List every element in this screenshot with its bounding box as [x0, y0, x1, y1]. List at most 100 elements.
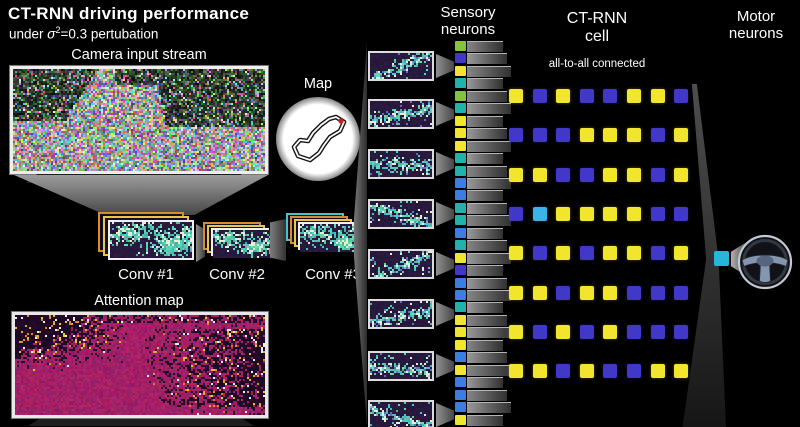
sensory-neuron-square	[455, 290, 466, 300]
ctrnn-neuron-square	[650, 285, 665, 300]
ctrnn-neuron-square	[509, 206, 523, 221]
ctrnn-neuron-square	[674, 167, 689, 182]
figure-title: CT-RNN driving performance	[8, 4, 250, 23]
ctrnn-neuron-square	[674, 206, 689, 221]
ctrnn-neuron-square	[509, 128, 523, 143]
sensory-neuron-bar	[467, 339, 503, 351]
attention-map-label: Attention map	[94, 293, 184, 309]
sensory-neuron-bar	[467, 177, 511, 189]
ctrnn-neuron-square	[556, 89, 571, 103]
sensory-neuron-bar	[467, 103, 511, 115]
sensory-neuron-bar	[467, 290, 511, 301]
funnel-feature-to-sensory	[436, 202, 454, 226]
ctrnn-neuron-square	[650, 324, 665, 339]
sensory-neuron-bar	[467, 41, 503, 52]
sensory-neuron-bar	[467, 140, 511, 152]
ctrnn-label-line1: CT-RNN	[566, 10, 628, 27]
ctrnn-neuron-square	[674, 364, 689, 379]
camera-input-image	[9, 65, 269, 175]
ctrnn-neuron-square	[603, 324, 618, 339]
sensory-neuron-square	[455, 414, 466, 425]
sigma-symbol: σ	[47, 26, 56, 42]
sensory-neuron-bar	[467, 402, 511, 414]
sensory-neuron-square	[455, 53, 466, 64]
ctrnn-neuron-square	[650, 89, 665, 103]
ctrnn-neuron-square	[627, 128, 641, 143]
funnel-feature-to-sensory	[436, 102, 454, 126]
conv3-stack	[286, 213, 366, 261]
sensory-neuron-bar	[467, 128, 507, 140]
sensory-neuron-bar	[467, 165, 507, 177]
sensory-neuron-square	[455, 65, 466, 76]
sensory-neuron-square	[455, 177, 466, 188]
conv1-stack	[98, 212, 198, 264]
funnel-camera-to-conv1	[14, 175, 268, 215]
sensory-neuron-square	[455, 128, 466, 139]
sensory-neuron-bar	[467, 215, 511, 227]
ctrnn-neuron-square	[603, 167, 618, 182]
sensory-neuron-bar	[467, 90, 507, 102]
conv3-feature-map	[298, 222, 358, 252]
sensory-neuron-bar	[467, 227, 503, 239]
motor-neurons-label-line1: Motor	[736, 8, 776, 25]
sensory-neuron-bar	[467, 252, 511, 264]
conv3-label: Conv #3	[305, 266, 361, 283]
ctrnn-neuron-square	[579, 246, 594, 261]
sensory-neurons-label-line1: Sensory	[440, 4, 496, 21]
ctrnn-neuron-square	[627, 324, 641, 339]
sensory-neuron-square	[455, 78, 466, 89]
sensory-neuron-bar	[467, 377, 503, 389]
sensory-neuron-square	[455, 165, 466, 176]
sensory-neuron-bar	[467, 65, 511, 77]
ctrnn-neuron-square	[627, 246, 641, 261]
sensory-neuron-square	[455, 202, 466, 213]
sensory-neurons-label-line2: neurons	[440, 21, 496, 38]
all-to-all-label: all-to-all connected	[548, 58, 646, 70]
figure-subtitle: under σ2=0.3 pertubation	[9, 25, 158, 42]
steering-wheel-icon	[736, 233, 794, 296]
ctrnn-neuron-square	[650, 206, 665, 221]
funnel-feature-to-sensory	[436, 403, 454, 427]
sensory-neuron-bar	[467, 190, 503, 202]
ctrnn-neuron-square	[556, 246, 571, 261]
ctrnn-neuron-square	[674, 324, 689, 339]
ctrnn-neuron-square	[650, 364, 665, 379]
attention-map-image	[11, 311, 269, 419]
sensory-neuron-square	[455, 115, 466, 126]
sensory-neuron-bar	[467, 414, 503, 426]
ctrnn-neuron-square	[579, 89, 594, 103]
sensory-neuron-bar	[467, 265, 503, 277]
ctrnn-neuron-square	[556, 167, 571, 182]
funnel-feature-to-sensory	[436, 302, 454, 326]
sensory-neuron-square	[455, 327, 466, 338]
conv2-stack	[203, 222, 281, 266]
ctrnn-neuron-square	[579, 324, 594, 339]
ctrnn-neuron-square	[674, 128, 689, 143]
ctrnn-neuron-square	[532, 128, 547, 143]
ctrnn-neuron-square	[509, 167, 523, 182]
sensory-neuron-square	[455, 314, 466, 325]
sensory-neuron-square	[455, 153, 466, 164]
sensory-neuron-square	[455, 302, 466, 313]
sensory-neuron-square	[455, 352, 466, 363]
ctrnn-neuron-square	[509, 285, 523, 300]
ctrnn-neuron-square	[650, 128, 665, 143]
ctrnn-neuron-square	[509, 324, 523, 339]
ctrnn-neuron-square	[627, 167, 641, 182]
sensory-neuron-bar	[467, 277, 507, 289]
sensory-feature-map	[368, 199, 434, 229]
sensory-neuron-square	[455, 227, 466, 238]
ctrnn-neuron-square	[532, 364, 547, 379]
funnel-conv1-to-conv2	[196, 224, 205, 262]
sensory-feature-map	[368, 351, 434, 381]
conv1-label: Conv #1	[118, 266, 174, 283]
subtitle-prefix: under	[9, 26, 48, 42]
conv2-feature-map	[211, 228, 271, 258]
ctrnn-neuron-square	[674, 89, 689, 103]
sensory-feature-map	[368, 299, 434, 329]
ctrnn-neuron-square	[627, 285, 641, 300]
ctrnn-neuron-square	[579, 128, 594, 143]
sensory-neuron-square	[455, 190, 466, 201]
ctrnn-neuron-square	[579, 206, 594, 221]
